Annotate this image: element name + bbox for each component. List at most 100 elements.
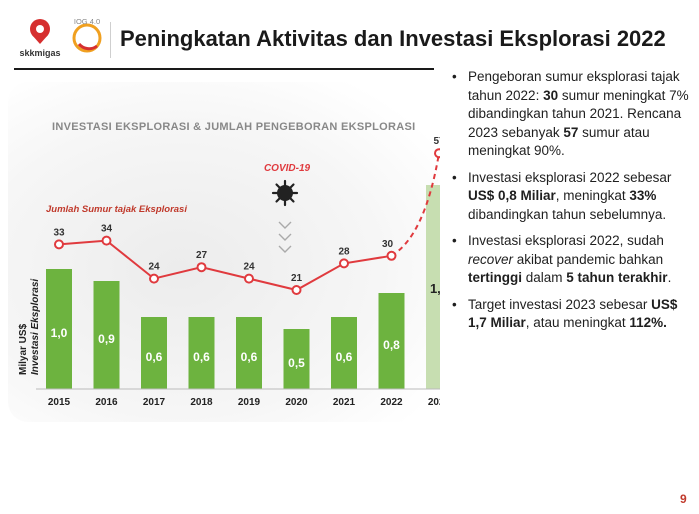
bar-2017: [141, 317, 167, 389]
logo-text: skkmigas: [19, 48, 60, 58]
logo2-text: IOG 4.0: [74, 17, 100, 26]
wells-point-2021: [339, 258, 349, 269]
bold-text: US$ 0,8 Miliar: [468, 188, 556, 203]
wells-label-2023: 57: [433, 136, 440, 147]
bold-text: 5 tahun terakhir: [566, 270, 668, 285]
bullet-dot-icon: •: [452, 169, 457, 185]
bold-text: 57: [563, 124, 579, 140]
skkmigas-logo: skkmigas: [19, 19, 61, 58]
italic-text: recover: [468, 251, 514, 267]
x-tick-2023: 2023: [428, 397, 440, 408]
bullet-text: dalam: [522, 270, 567, 285]
bullet-text: .: [667, 270, 672, 285]
bar-2015: [46, 269, 72, 389]
wells-label-2016: 34: [101, 224, 113, 235]
x-tick-2016: 2016: [95, 397, 118, 408]
bar-label-2017: 0,6: [146, 350, 163, 364]
bar-2019: [236, 317, 262, 389]
x-tick-2018: 2018: [190, 397, 213, 408]
page-number: 9: [680, 492, 687, 506]
wells-point-2020: [291, 285, 302, 295]
chevron-down-icon: [278, 221, 292, 229]
bullet-dot-icon: •: [452, 69, 457, 84]
wells-label-2015: 33: [53, 227, 65, 238]
x-tick-2019: 2019: [238, 397, 261, 408]
bullet-item: • Pengeboran sumur eksplorasi tajak tahun…: [452, 68, 692, 161]
wells-point-2016: [101, 235, 112, 246]
chart-background: [8, 82, 438, 422]
bar-label-2018: 0,6: [193, 350, 210, 364]
y-axis-label: Milyar US$: [18, 323, 29, 375]
bullet-item: • Investasi eksplorasi 2022 sebesar US$ 0…: [452, 169, 692, 225]
y-axis-sublabel: Investasi Eksplorasi: [30, 279, 41, 375]
wells-point-2019: [244, 273, 254, 284]
wells-point-2022: [386, 250, 397, 261]
bar-2018: [188, 317, 215, 389]
wells-point-2023: [434, 148, 440, 159]
wells-point-2017: [149, 273, 159, 284]
line-series-label: Jumlah Sumur tajak Eksplorasi: [46, 204, 187, 215]
x-tick-2020: 2020: [285, 397, 308, 408]
virus-spike-icon: [275, 197, 281, 203]
x-tick-2015: 2015: [48, 397, 71, 408]
bar-label-2022: 0,8: [383, 338, 400, 352]
virus-icon: [277, 185, 293, 201]
virus-spike-icon: [289, 183, 295, 189]
bold-text: 33%: [629, 188, 657, 203]
bar-2021: [331, 317, 357, 389]
bar-2023: [426, 185, 440, 389]
bullet-dot-icon: •: [452, 296, 457, 312]
covid-annotation: COVID-19: [264, 163, 311, 174]
title-underline: [14, 68, 434, 70]
bar-2020: [283, 329, 310, 389]
chevron-down-icon: [278, 245, 292, 253]
bar-label-2019: 0,6: [241, 350, 258, 364]
wells-line: [58, 239, 392, 292]
virus-spike-icon: [289, 197, 295, 203]
bullet-text: Target investasi 2023 sebesar: [468, 296, 652, 312]
chevron-down-icon: [278, 233, 292, 241]
iog-logo: IOG 4.0: [72, 17, 102, 53]
bar-label-2016: 0,9: [98, 332, 115, 346]
bullet-list: • Pengeboran sumur eksplorasi tajak tahun…: [452, 68, 692, 341]
bar-2016: [93, 281, 120, 389]
bold-text: 112%.: [629, 315, 667, 330]
bar-2022: [378, 293, 405, 389]
wells-label-2022: 30: [382, 239, 394, 250]
bullet-item: • Target investasi 2023 sebesar US$ 1,7 M…: [452, 296, 692, 333]
wells-label-2020: 21: [291, 273, 303, 284]
wells-label-2021: 28: [338, 246, 350, 257]
wells-point-2018: [196, 262, 207, 273]
bullet-item: • Investasi eksplorasi 2022, sudah recove…: [452, 232, 692, 288]
header-divider: [110, 22, 111, 58]
wells-label-2017: 24: [148, 262, 160, 273]
bullet-text: sumur atau meningkat 90%.: [468, 124, 650, 159]
bold-text: 30: [543, 87, 559, 103]
wells-line-forecast: [390, 153, 440, 257]
x-tick-2017: 2017: [143, 397, 166, 408]
virus-spike-icon: [275, 183, 281, 189]
bullet-text: Investasi eksplorasi 2022, sudah: [468, 233, 664, 248]
bullet-text: Investasi eksplorasi 2022 sebesar: [468, 169, 672, 185]
bold-text: tertinggi: [468, 270, 522, 285]
bar-label-2021: 0,6: [336, 350, 353, 364]
x-tick-2022: 2022: [380, 397, 403, 408]
bar-label-2023: 1,7: [430, 281, 440, 296]
bar-label-2015: 1,0: [51, 326, 68, 340]
bullet-text: sumur meningkat 7% dibandingkan tahun 20…: [468, 87, 689, 140]
bullet-text: , atau meningkat: [525, 315, 630, 330]
bold-text: US$ 1,7 Miliar: [468, 296, 678, 331]
page-title: Peningkatan Aktivitas dan Investasi Eksp…: [120, 26, 666, 51]
wells-point-2015: [54, 239, 64, 250]
investment-chart: 1,0 0,9 0,6 0,6 0,6 0,5 0,6 0,8 1,7 2015 2016 2017 2…: [18, 136, 440, 408]
chart-title: INVESTASI EKSPLORASI & JUMLAH PENGEBORAN…: [52, 121, 416, 133]
wells-label-2018: 27: [196, 250, 208, 261]
bullet-dot-icon: •: [452, 233, 457, 248]
bar-label-2020: 0,5: [288, 356, 305, 370]
bullet-text: , meningkat: [555, 188, 630, 203]
x-tick-2021: 2021: [333, 397, 356, 408]
wells-label-2019: 24: [243, 262, 255, 273]
bullet-text: akibat pandemic bahkan: [513, 251, 664, 267]
bullet-text: dibandingkan tahun sebelumnya.: [468, 206, 667, 222]
